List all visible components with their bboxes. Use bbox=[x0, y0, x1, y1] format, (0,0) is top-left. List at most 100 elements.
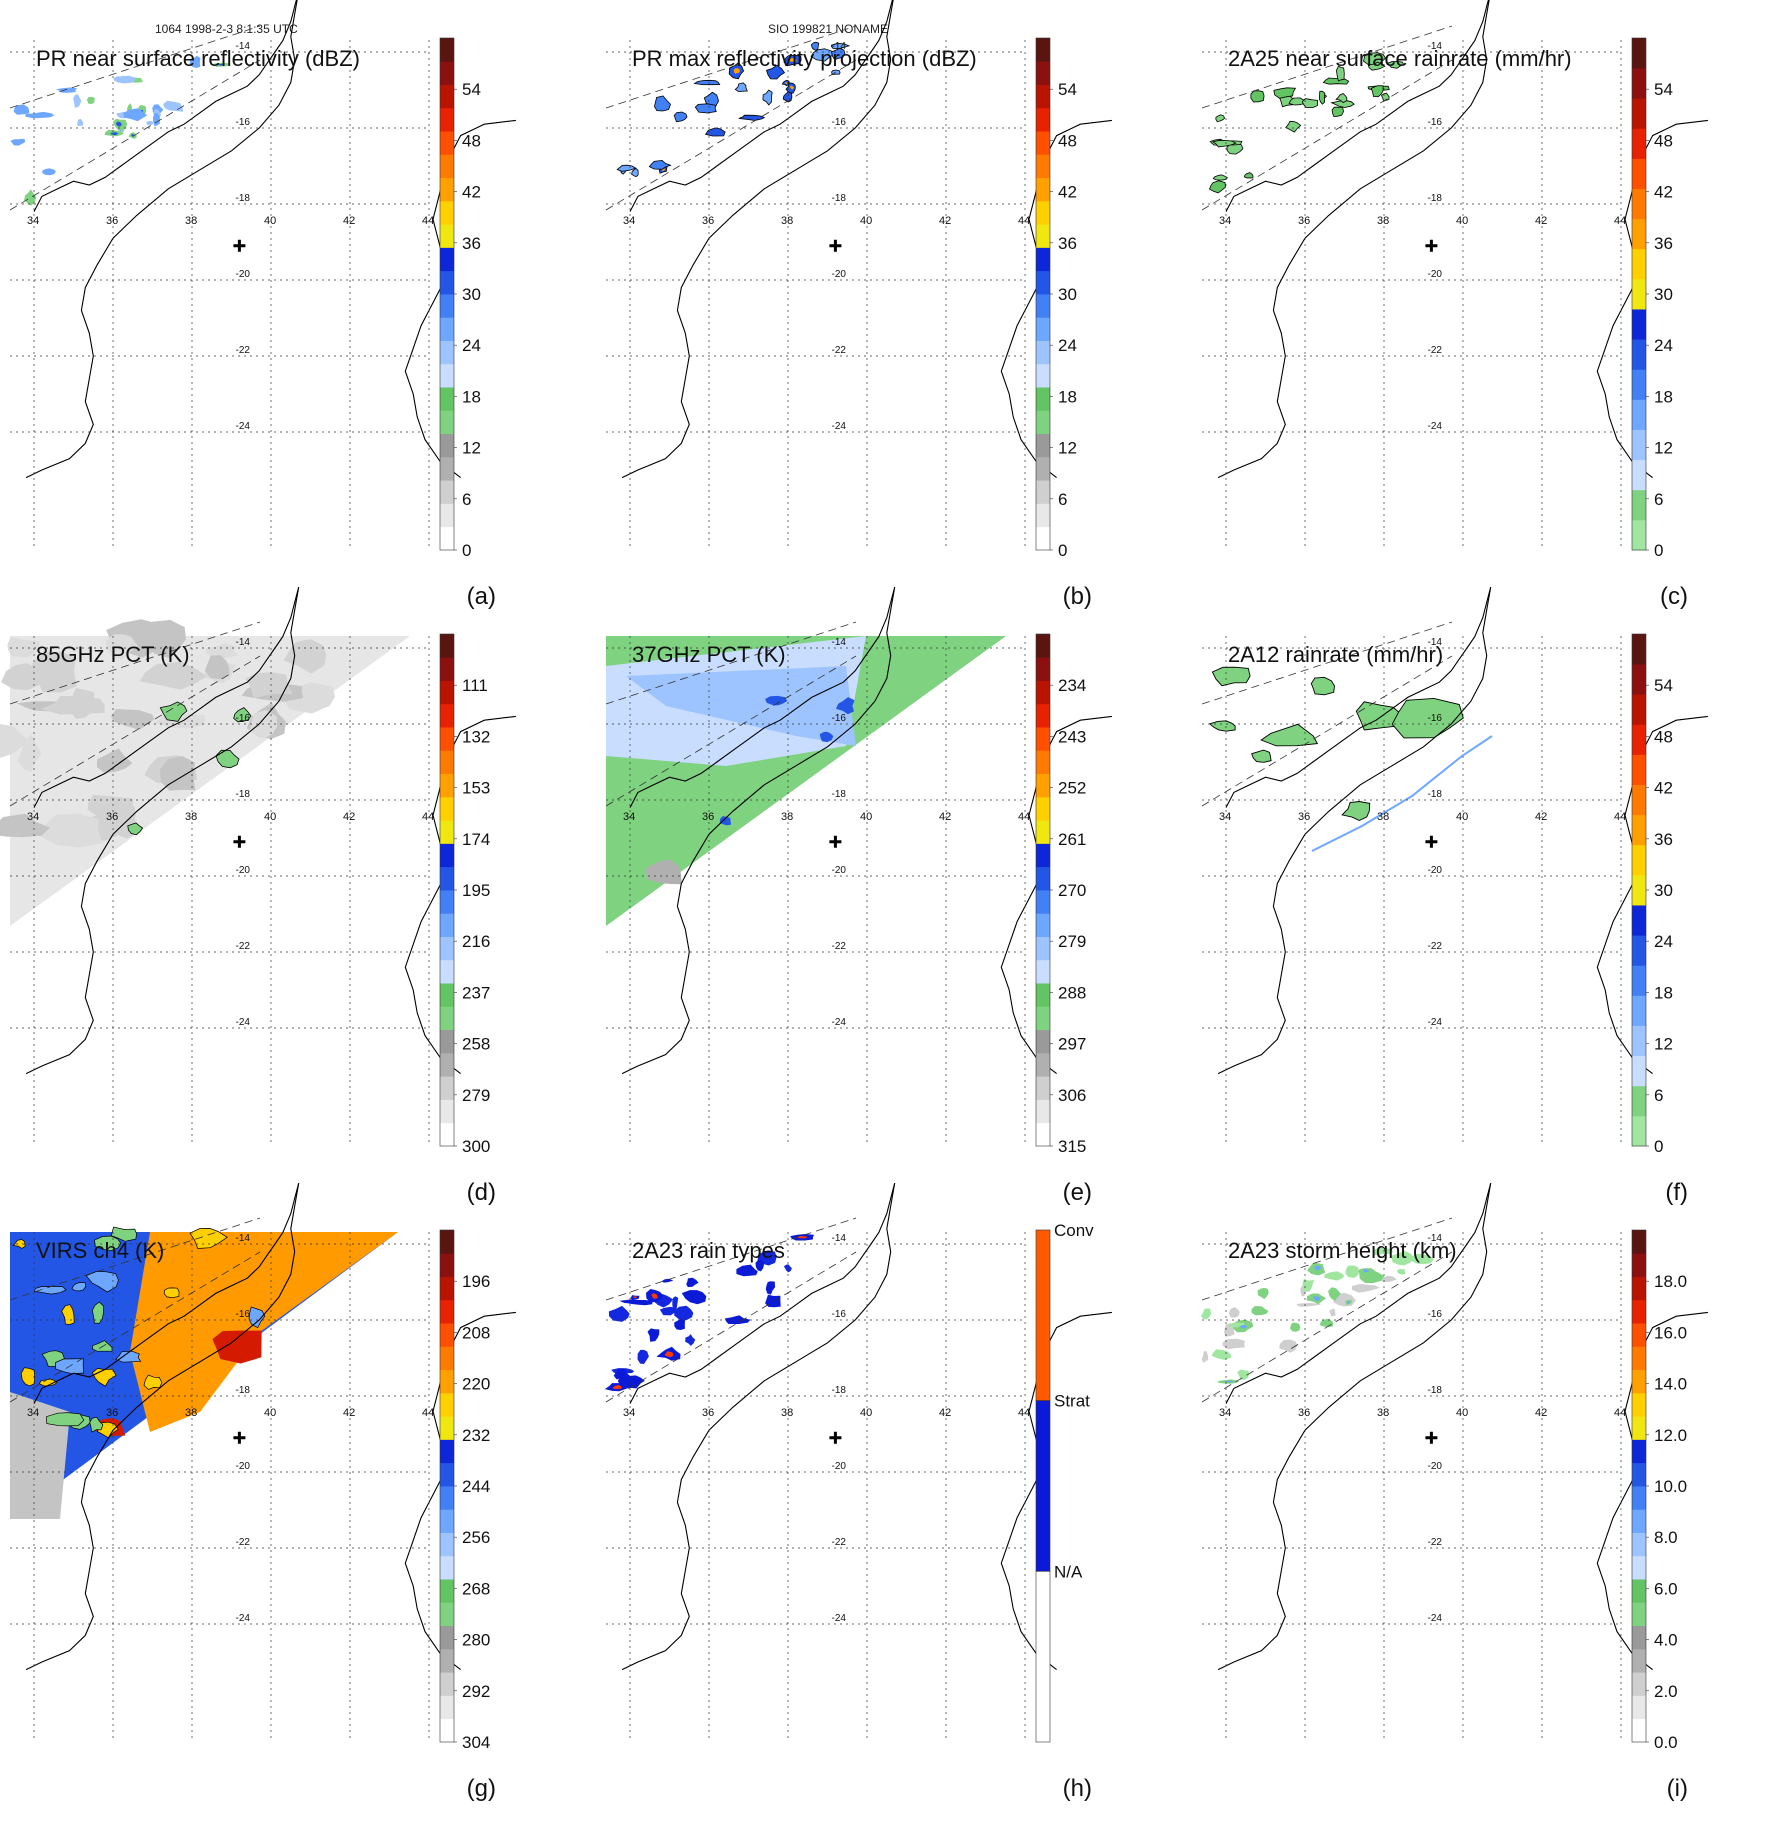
colorbar-tick-label: 0 bbox=[1654, 541, 1663, 560]
rain-cell bbox=[608, 1305, 630, 1322]
colorbar-tick-label: 10.0 bbox=[1654, 1477, 1687, 1496]
rain-cell-core bbox=[1346, 1301, 1350, 1304]
virs-cloud-edge bbox=[91, 1301, 105, 1324]
lat-tick-label: -24 bbox=[236, 421, 251, 432]
colorbar-swatch bbox=[1036, 410, 1050, 435]
rain-cell bbox=[1370, 85, 1384, 98]
colorbar-swatch bbox=[1036, 38, 1050, 62]
lat-tick-label: -20 bbox=[236, 865, 251, 876]
colorbar-swatch bbox=[1036, 983, 1050, 1007]
colorbar-tick-label: 12 bbox=[462, 439, 481, 458]
colorbar-swatch bbox=[1632, 1276, 1646, 1301]
rain-cell bbox=[1237, 1369, 1250, 1380]
colorbar-tick-label: 234 bbox=[1058, 676, 1086, 695]
lon-tick-label: 40 bbox=[264, 811, 276, 823]
rain-cell bbox=[1273, 87, 1297, 99]
lat-tick-label: -18 bbox=[236, 1385, 251, 1396]
field-layer bbox=[606, 636, 1006, 926]
rain-cell bbox=[765, 64, 786, 80]
graticule bbox=[1202, 40, 1622, 550]
rain-cell bbox=[681, 1290, 707, 1305]
lon-tick-label: 34 bbox=[1219, 215, 1231, 227]
lat-tick-label: -14 bbox=[832, 637, 847, 648]
rain-cell bbox=[145, 120, 154, 126]
lon-tick-label: 40 bbox=[1456, 215, 1468, 227]
colorbar-tick-label: 30 bbox=[462, 285, 481, 304]
lat-tick-label: -24 bbox=[832, 1613, 847, 1624]
colorbar-swatch bbox=[1036, 773, 1050, 798]
rain-cell-core bbox=[1363, 1269, 1370, 1273]
lon-tick-label: 38 bbox=[185, 1407, 197, 1419]
panel-h-label: (h) bbox=[1062, 1775, 1092, 1802]
colorbar-swatch bbox=[440, 1122, 454, 1147]
rain-cell bbox=[1319, 1318, 1334, 1327]
colorbar-swatch bbox=[1036, 317, 1050, 341]
storm-center-marker bbox=[1425, 835, 1438, 848]
colorbar-swatch bbox=[1632, 519, 1646, 551]
colorbar-tick-label: 36 bbox=[1654, 234, 1673, 253]
tmi-rain-area bbox=[1208, 720, 1236, 732]
colorbar-tick-label: 174 bbox=[462, 830, 490, 849]
rain-cell bbox=[831, 47, 846, 61]
rain-cell bbox=[1319, 90, 1326, 105]
virs-cloud-edge bbox=[110, 1226, 137, 1242]
colorbar-tick-label: 48 bbox=[462, 131, 481, 150]
colorbar: 300 279 258 237 216 195 174 153 132 111 bbox=[439, 633, 490, 1156]
rain-cell-core bbox=[784, 82, 788, 84]
panel-a-label: (a) bbox=[466, 583, 496, 610]
lon-tick-label: 40 bbox=[1456, 1407, 1468, 1419]
lon-tick-label: 40 bbox=[860, 215, 872, 227]
colorbar-swatch bbox=[1632, 1299, 1646, 1324]
virs-cloud-edge bbox=[189, 1228, 228, 1249]
lat-tick-label: -24 bbox=[236, 1017, 251, 1028]
rain-cell bbox=[1279, 1339, 1297, 1353]
pct-texture bbox=[0, 813, 50, 838]
colorbar-swatch bbox=[1632, 1486, 1646, 1510]
rain-cell bbox=[647, 1328, 660, 1342]
colorbar-tick-label: 16.0 bbox=[1654, 1323, 1687, 1342]
colorbar-tick-label: 8.0 bbox=[1654, 1528, 1678, 1547]
graticule bbox=[10, 636, 430, 1146]
rain-cell-core bbox=[612, 1385, 622, 1390]
colorbar-tick-label: 304 bbox=[462, 1733, 490, 1752]
colorbar-tick-label: 18 bbox=[1058, 387, 1077, 406]
colorbar-swatch bbox=[1036, 270, 1050, 295]
panel-i-2a23-storm-height: 34 36 38 40 42 44 -14 -16 -18 -20 -22 -24 0.0 2.0 4.0 6… bbox=[1201, 1183, 1771, 1828]
colorbar-tick-label: 220 bbox=[462, 1375, 490, 1394]
pr-swath-edge bbox=[605, 25, 857, 109]
colorbar-swatch bbox=[1632, 905, 1646, 936]
colorbar-swatch bbox=[440, 1323, 454, 1347]
colorbar-swatch bbox=[440, 634, 454, 658]
tmi-rain-area bbox=[1251, 749, 1272, 763]
mozambique-coastline bbox=[621, 587, 896, 1075]
lon-tick-label: 34 bbox=[623, 811, 635, 823]
colorbar-tick-label: 196 bbox=[462, 1272, 490, 1291]
lat-tick-label: -20 bbox=[832, 1461, 847, 1472]
colorbar-swatch bbox=[440, 317, 454, 341]
lon-tick-label: 34 bbox=[27, 215, 39, 227]
pct-texture bbox=[111, 709, 155, 730]
lon-tick-label: 34 bbox=[1219, 811, 1231, 823]
colorbar-swatch bbox=[1632, 248, 1646, 280]
colorbar-swatch bbox=[440, 796, 454, 821]
colorbar-swatch bbox=[1036, 456, 1050, 481]
colorbar-swatch bbox=[1632, 1555, 1646, 1580]
rain-cell bbox=[1290, 1322, 1301, 1332]
colorbar-swatch bbox=[1036, 959, 1050, 984]
lon-tick-label: 44 bbox=[1018, 215, 1030, 227]
pct-texture bbox=[1, 663, 47, 691]
colorbar-tick-label: 279 bbox=[1058, 932, 1086, 951]
lat-tick-label: -18 bbox=[1428, 789, 1443, 800]
graticule bbox=[606, 40, 1026, 550]
lon-tick-label: 34 bbox=[27, 811, 39, 823]
rain-cell bbox=[42, 168, 56, 176]
rain-cell bbox=[738, 114, 766, 121]
lon-tick-label: 40 bbox=[860, 1407, 872, 1419]
rain-cell bbox=[1322, 77, 1350, 85]
panel-e-37ghz-pct: 34 36 38 40 42 44 -14 -16 -18 -20 -22 -24 315 306 297 2… bbox=[605, 587, 1202, 1232]
panel-g-map: 34 36 38 40 42 44 -14 -16 -18 -20 -22 -24 304 292 280 2… bbox=[9, 1183, 516, 1752]
colorbar-swatch bbox=[440, 1076, 454, 1100]
lon-tick-label: 42 bbox=[939, 215, 951, 227]
rain-cell-core bbox=[789, 58, 797, 62]
lat-tick-label: -14 bbox=[832, 41, 847, 52]
